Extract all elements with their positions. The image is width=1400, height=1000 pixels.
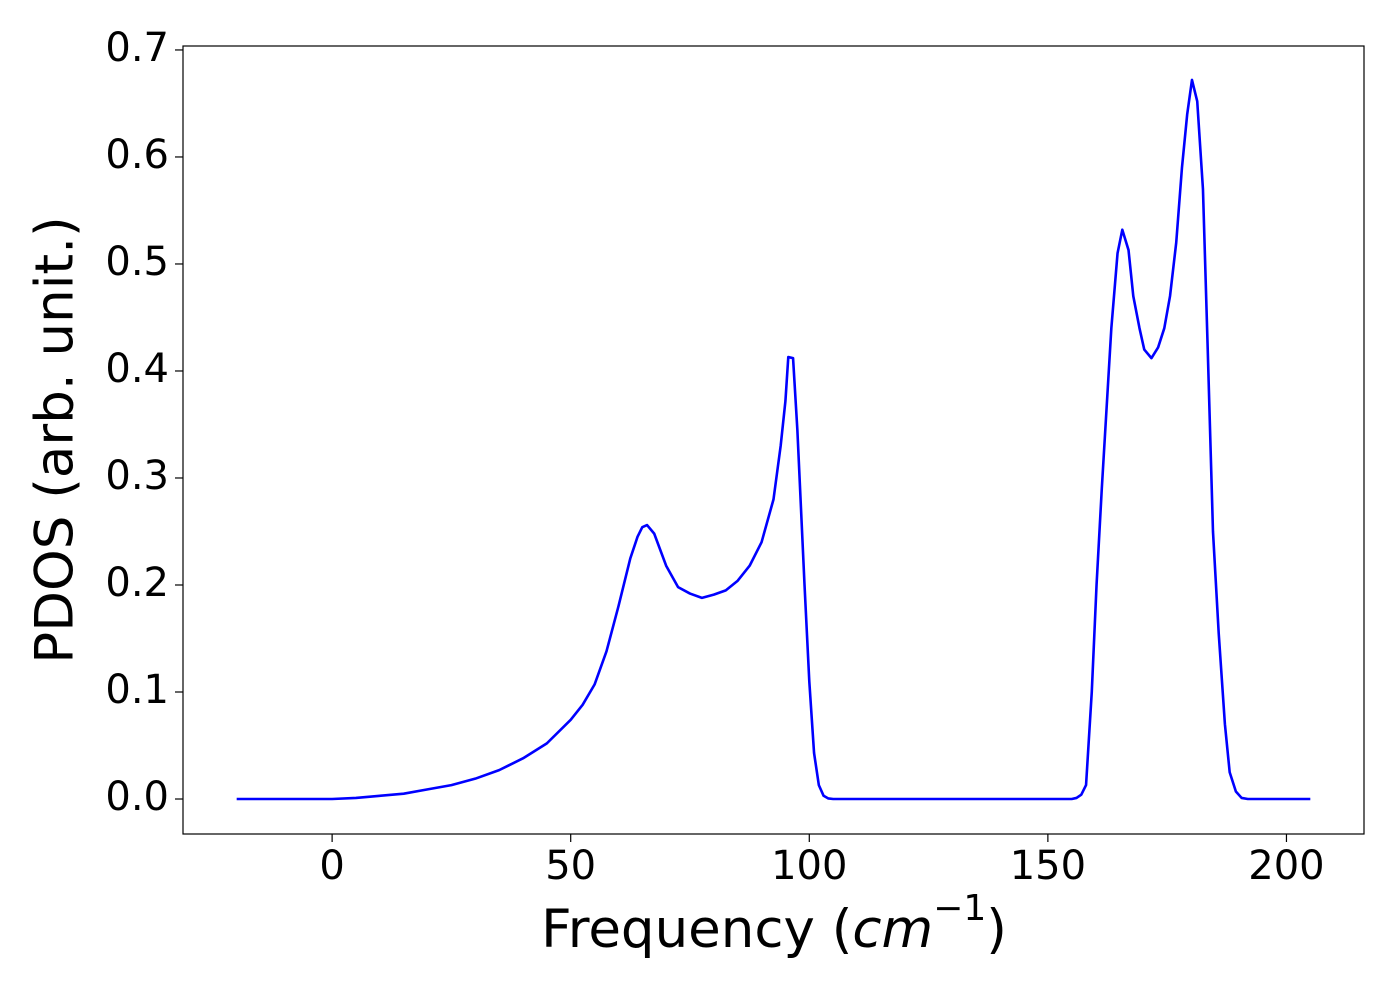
x-axis-label: Frequency (cm−1) — [541, 888, 1007, 960]
x-label-part: cm — [852, 899, 933, 960]
y-tick-label: 0.4 — [105, 346, 169, 392]
y-axis-label: PDOS (arb. unit.) — [25, 216, 86, 663]
x-tick-label: 100 — [771, 843, 847, 889]
y-tick-label: 0.2 — [105, 560, 169, 606]
data-line — [236, 78, 1311, 801]
x-tick-label: 200 — [1248, 843, 1324, 889]
y-tick-label: 0.5 — [105, 239, 169, 285]
x-tick-label: 50 — [545, 843, 596, 889]
x-label-part: Frequency ( — [541, 899, 852, 960]
x-tick-label: 150 — [1010, 843, 1086, 889]
x-tick-label: 0 — [319, 843, 344, 889]
x-label-part: −1 — [933, 888, 986, 929]
x-label-part: ) — [986, 899, 1007, 960]
y-tick-label: 0.6 — [105, 132, 169, 178]
y-tick-label: 0.7 — [105, 25, 169, 71]
plot-frame — [182, 45, 1365, 835]
y-tick-label: 0.3 — [105, 453, 169, 499]
y-tick-label: 0.1 — [105, 667, 169, 713]
y-tick-label: 0.0 — [105, 774, 169, 820]
